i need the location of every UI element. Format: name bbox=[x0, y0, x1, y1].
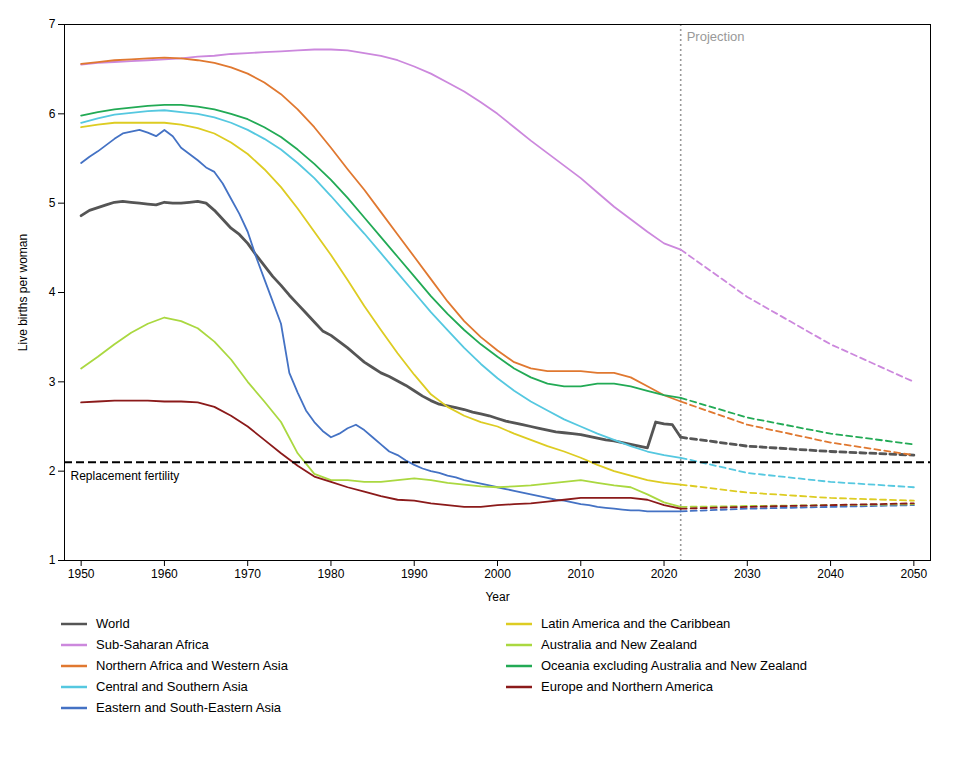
svg-text:2: 2 bbox=[49, 464, 56, 478]
svg-text:1950: 1950 bbox=[68, 567, 95, 581]
svg-text:2010: 2010 bbox=[567, 567, 594, 581]
svg-text:3: 3 bbox=[49, 375, 56, 389]
svg-text:Projection: Projection bbox=[687, 29, 745, 44]
html-text:Europe and Northern America: Europe and Northern America bbox=[541, 679, 713, 694]
svg-text:2020: 2020 bbox=[651, 567, 678, 581]
svg-text:6: 6 bbox=[49, 107, 56, 121]
svg-text:1: 1 bbox=[49, 553, 56, 567]
svg-text:1990: 1990 bbox=[401, 567, 428, 581]
svg-text:2040: 2040 bbox=[817, 567, 844, 581]
svg-text:Year: Year bbox=[485, 590, 509, 604]
html-text:Eastern and South-Eastern Asia: Eastern and South-Eastern Asia bbox=[96, 700, 281, 715]
svg-text:7: 7 bbox=[49, 17, 56, 31]
html-text:World: World bbox=[96, 616, 130, 631]
svg-text:2030: 2030 bbox=[734, 567, 761, 581]
svg-text:Live births per woman: Live births per woman bbox=[16, 234, 30, 351]
svg-text:2000: 2000 bbox=[484, 567, 511, 581]
html-text:Oceania excluding Australia an: Oceania excluding Australia and New Zeal… bbox=[541, 658, 807, 673]
svg-text:Replacement fertility: Replacement fertility bbox=[71, 469, 180, 483]
html-text:Latin America and the Caribbea: Latin America and the Caribbean bbox=[541, 616, 731, 631]
svg-text:4: 4 bbox=[49, 285, 56, 299]
svg-text:1980: 1980 bbox=[318, 567, 345, 581]
svg-text:2050: 2050 bbox=[900, 567, 927, 581]
html-text:Northern Africa and Western As: Northern Africa and Western Asia bbox=[96, 658, 288, 673]
svg-text:1960: 1960 bbox=[151, 567, 178, 581]
svg-text:1970: 1970 bbox=[234, 567, 261, 581]
html-text:Sub-Saharan Africa: Sub-Saharan Africa bbox=[96, 637, 209, 652]
html-text:Central and Southern Asia: Central and Southern Asia bbox=[96, 679, 248, 694]
html-text:Australia and New Zealand: Australia and New Zealand bbox=[541, 637, 698, 652]
svg-text:5: 5 bbox=[49, 196, 56, 210]
